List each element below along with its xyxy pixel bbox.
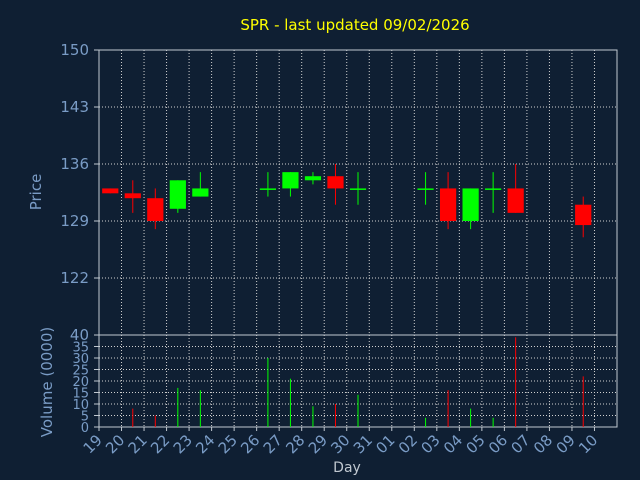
candle-body [102,188,119,194]
volume-axis-label: Volume (0000) [38,327,56,437]
volume-tick-label: 40 [70,326,89,344]
candle-body [304,176,322,181]
price-tick-label: 129 [60,212,89,230]
candle-body [282,172,299,189]
candle-body [485,188,502,190]
volume-tick-label: 15 [72,387,89,402]
candle-body [462,188,479,221]
volume-tick-label: 25 [72,364,89,379]
volume-tick-label: 20 [72,375,89,390]
candle-body [147,198,164,221]
price-tick-label: 136 [60,155,89,173]
x-tick-labels: 1920212223242526272829303101020304050607… [80,427,601,457]
candle-body [259,188,277,190]
price-tick-label: 150 [60,41,89,59]
candle-body [327,176,344,189]
candle-body [507,188,524,213]
price-axis-label: Price [27,174,45,211]
price-panel: 150 143 136 129 122 [60,41,618,336]
volume-tick-label: 5 [81,410,89,425]
volume-tick-label: 10 [72,398,89,413]
candle-body [575,204,592,226]
candle-body [417,188,434,190]
volume-tick-label: 30 [72,352,89,367]
x-axis-label: Day [333,460,361,476]
volume-tick-label: 35 [72,341,89,356]
price-tick-label: 143 [60,98,89,116]
candle-body [349,188,367,190]
volume-tick-label: 0 [81,421,89,436]
candle-body [192,188,209,197]
candle-body [169,180,186,209]
chart-title: SPR - last updated 09/02/2026 [240,16,469,34]
x-tick-label: 10 [575,431,601,457]
candle-body [439,188,457,221]
price-tick-label: 122 [60,269,89,287]
candle-body [124,193,141,199]
